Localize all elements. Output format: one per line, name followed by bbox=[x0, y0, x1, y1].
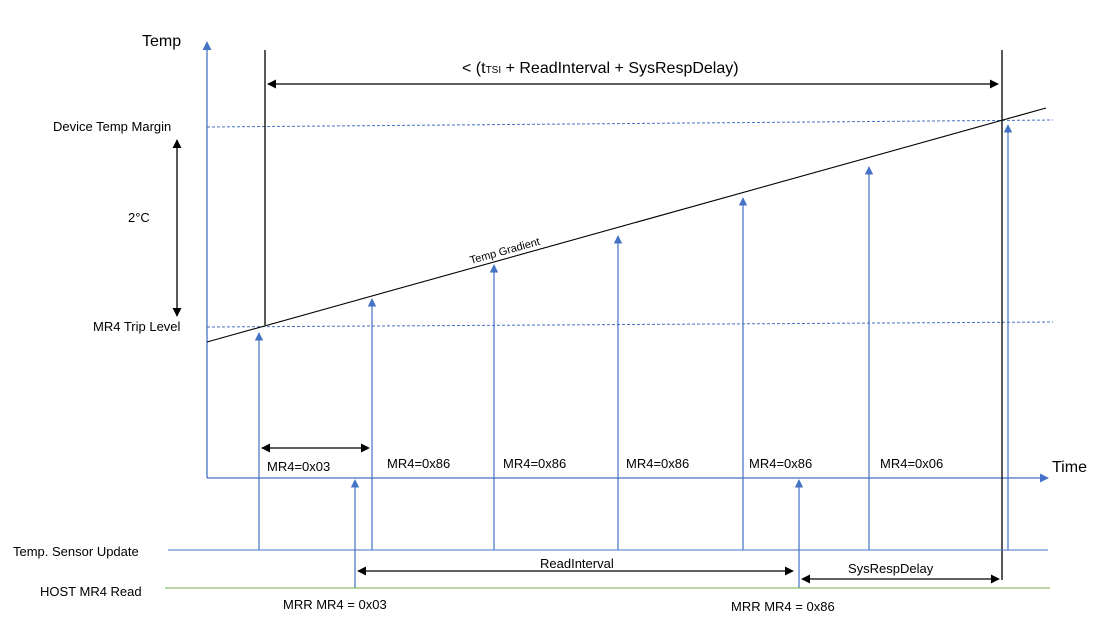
mr4-value-label: MR4=0x06 bbox=[880, 456, 943, 471]
sys-resp-delay-label: SysRespDelay bbox=[848, 561, 934, 576]
mr4-value-label: MR4=0x86 bbox=[387, 456, 450, 471]
mrr-label: MRR MR4 = 0x86 bbox=[731, 599, 835, 614]
mr4-trip-level-label: MR4 Trip Level bbox=[93, 319, 181, 334]
mr4-value-label: MR4=0x03 bbox=[267, 459, 330, 474]
bound-label-subscript: TSI bbox=[486, 65, 502, 76]
temp-gradient-line bbox=[206, 107, 1047, 343]
mr4-value-label: MR4=0x86 bbox=[503, 456, 566, 471]
host-read-label: HOST MR4 Read bbox=[40, 584, 142, 599]
bound-label-prefix: < (t bbox=[462, 60, 486, 77]
mr4-trip-level-line bbox=[206, 321, 1054, 328]
mr4-value-label: MR4=0x86 bbox=[626, 456, 689, 471]
bound-label: < (tTSI + ReadInterval + SysRespDelay) bbox=[462, 60, 739, 77]
x-axis-label: Time bbox=[1052, 459, 1087, 476]
sensor-update-label: Temp. Sensor Update bbox=[13, 544, 139, 559]
mrr-label: MRR MR4 = 0x03 bbox=[283, 597, 387, 612]
mr4-value-label: MR4=0x86 bbox=[749, 456, 812, 471]
y-axis-label: Temp bbox=[142, 33, 181, 50]
device-temp-margin-label: Device Temp Margin bbox=[53, 119, 171, 134]
device-temp-margin-line bbox=[206, 119, 1054, 128]
bound-label-suffix: + ReadInterval + SysRespDelay) bbox=[501, 60, 738, 77]
delta-label: 2°C bbox=[128, 210, 150, 225]
read-interval-label: ReadInterval bbox=[540, 556, 614, 571]
